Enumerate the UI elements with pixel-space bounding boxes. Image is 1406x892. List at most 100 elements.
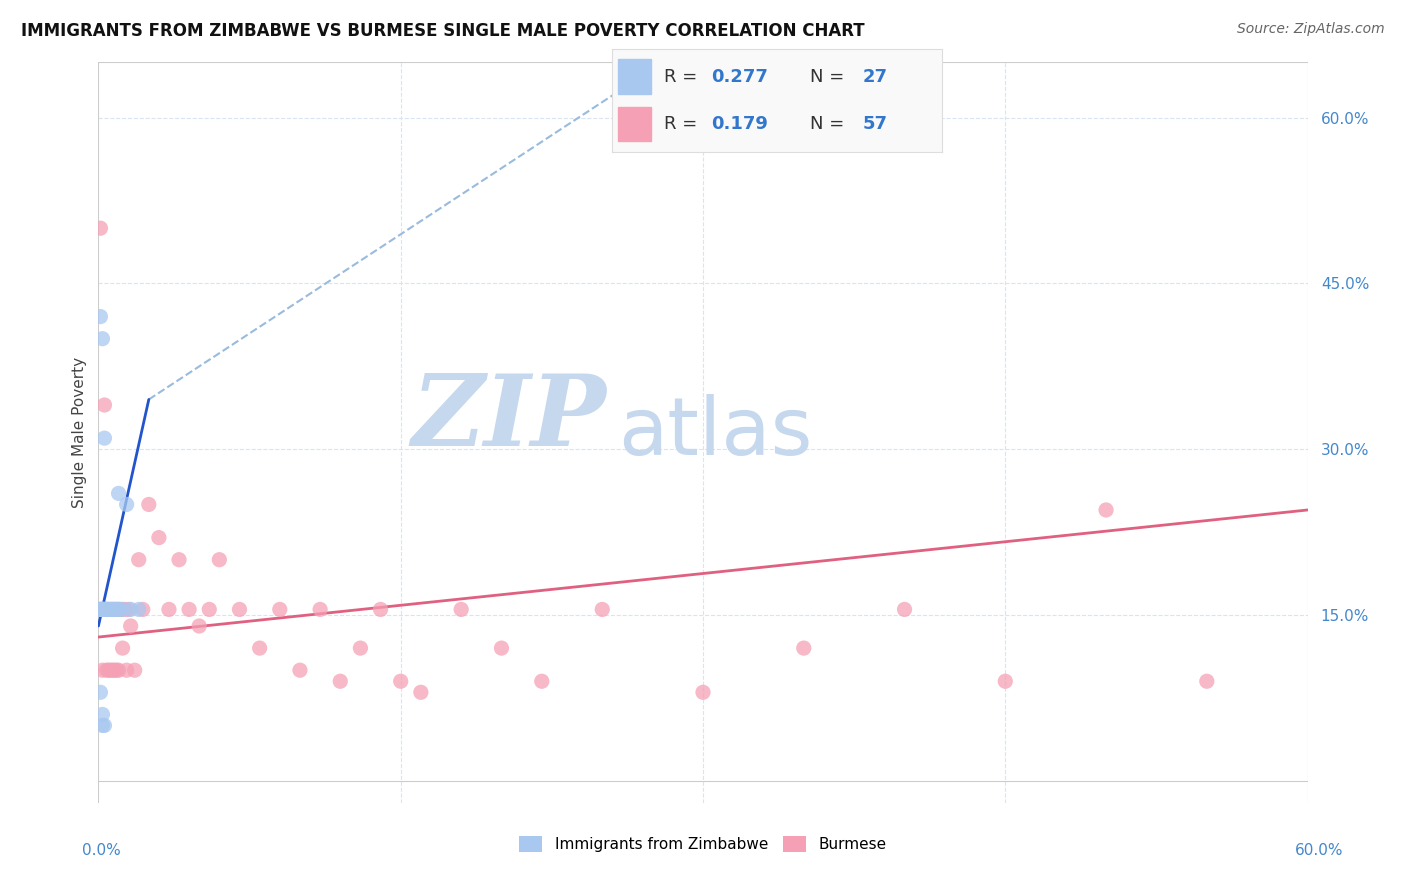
Text: ZIP: ZIP (412, 369, 606, 466)
Point (208, 552, 231, 566)
Text: 0.0%: 0.0% (82, 843, 121, 858)
Point (91, 602, 114, 616)
Point (228, 602, 250, 616)
Point (89, 685, 111, 699)
Point (111, 641, 134, 656)
Point (120, 619, 142, 633)
Point (107, 486, 129, 500)
Point (120, 602, 142, 616)
Point (103, 602, 125, 616)
Point (93, 398, 115, 412)
Point (124, 663, 146, 677)
Text: Source: ZipAtlas.com: Source: ZipAtlas.com (1237, 22, 1385, 37)
Point (107, 602, 129, 616)
Point (530, 674, 553, 689)
Point (110, 602, 132, 616)
Point (114, 602, 136, 616)
Point (103, 663, 125, 677)
Point (105, 602, 128, 616)
Point (188, 619, 211, 633)
Point (89, 602, 111, 616)
Point (97, 602, 120, 616)
Legend: Immigrants from Zimbabwe, Burmese: Immigrants from Zimbabwe, Burmese (513, 830, 893, 858)
Point (198, 602, 221, 616)
Point (132, 602, 155, 616)
Text: 57: 57 (863, 115, 887, 133)
Point (1095, 503, 1118, 517)
Point (138, 498, 160, 512)
Point (115, 498, 138, 512)
Text: R =: R = (665, 68, 697, 86)
Point (179, 602, 201, 616)
Point (115, 663, 138, 677)
Point (91, 663, 114, 677)
Point (100, 663, 122, 677)
Point (96, 602, 118, 616)
Point (93, 718, 115, 732)
Point (89, 310, 111, 324)
Point (91, 332, 114, 346)
Bar (619, 59, 651, 95)
Point (288, 663, 311, 677)
Point (91, 707, 114, 722)
Point (128, 552, 150, 566)
Point (269, 602, 291, 616)
Point (111, 602, 134, 616)
Point (107, 663, 129, 677)
Text: R =: R = (665, 115, 697, 133)
Point (692, 685, 714, 699)
Point (994, 674, 1017, 689)
Point (96, 602, 118, 616)
Point (89, 221, 111, 235)
Point (793, 641, 815, 656)
Point (89, 602, 111, 616)
Point (100, 602, 122, 616)
Point (89, 602, 111, 616)
Point (167, 552, 190, 566)
Text: N =: N = (810, 68, 844, 86)
Text: 0.179: 0.179 (710, 115, 768, 133)
Point (96, 663, 118, 677)
Text: 60.0%: 60.0% (1295, 843, 1343, 858)
Bar (619, 106, 651, 141)
Point (370, 602, 392, 616)
Point (389, 674, 412, 689)
Point (101, 663, 124, 677)
Point (89, 602, 111, 616)
Point (107, 602, 129, 616)
Point (105, 602, 128, 616)
Point (1195, 674, 1218, 689)
Point (93, 602, 115, 616)
Point (96, 602, 118, 616)
Point (309, 602, 332, 616)
Point (93, 602, 115, 616)
Point (93, 431, 115, 445)
Point (157, 602, 180, 616)
Point (91, 602, 114, 616)
Point (329, 674, 352, 689)
Point (148, 531, 170, 545)
Text: atlas: atlas (619, 393, 813, 472)
Point (249, 641, 271, 656)
Point (97, 663, 120, 677)
Point (128, 602, 150, 616)
Text: IMMIGRANTS FROM ZIMBABWE VS BURMESE SINGLE MALE POVERTY CORRELATION CHART: IMMIGRANTS FROM ZIMBABWE VS BURMESE SING… (21, 22, 865, 40)
Point (118, 602, 141, 616)
Point (349, 641, 371, 656)
Point (100, 602, 122, 616)
Point (103, 602, 125, 616)
Point (491, 641, 513, 656)
Text: N =: N = (810, 115, 844, 133)
Point (591, 602, 613, 616)
Text: 27: 27 (863, 68, 887, 86)
Point (101, 602, 124, 616)
Point (893, 602, 915, 616)
Point (450, 602, 472, 616)
Point (91, 602, 114, 616)
Point (105, 663, 128, 677)
Text: 0.277: 0.277 (710, 68, 768, 86)
Point (93, 602, 115, 616)
Y-axis label: Single Male Poverty: Single Male Poverty (72, 357, 87, 508)
Point (409, 685, 432, 699)
Point (91, 718, 114, 732)
